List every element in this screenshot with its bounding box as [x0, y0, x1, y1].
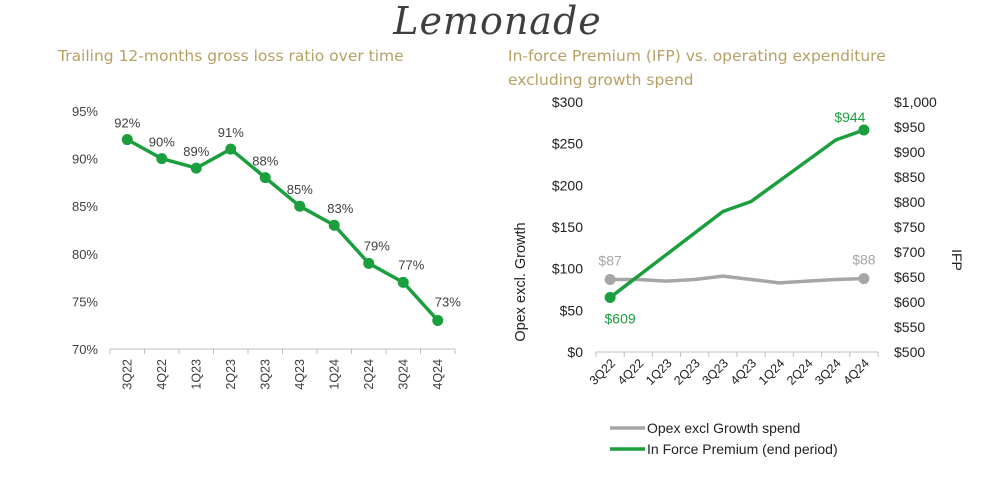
- loss-ratio-point: [190, 162, 202, 174]
- opex-line: [610, 274, 864, 285]
- loss-ratio-data-label: 85%: [287, 182, 313, 197]
- right-y-tick-label: $800: [894, 194, 925, 210]
- opex-data-label: $88: [852, 252, 876, 268]
- left-chart-title: Trailing 12-months gross loss ratio over…: [58, 47, 404, 65]
- x-tick-label: 2Q23: [224, 359, 238, 390]
- x-tick-label: 4Q24: [840, 356, 872, 388]
- left-y-tick-label: $200: [552, 177, 583, 193]
- loss-ratio-point: [294, 200, 306, 212]
- y-tick-label: 85%: [72, 199, 98, 214]
- y-tick-label: 75%: [72, 294, 98, 309]
- loss-ratio-chart: 95% 90% 85% 80% 75% 70% 3Q22 4Q22 1Q23 2Q23 3Q23 4Q…: [72, 104, 461, 390]
- x-tick-label: 1Q23: [643, 356, 675, 388]
- left-y-tick-label: $100: [552, 261, 583, 277]
- ifp-data-label: $944: [834, 109, 865, 125]
- loss-ratio-data-label: 90%: [149, 135, 175, 150]
- loss-ratio-point: [225, 143, 237, 155]
- x-tick-label: 3Q24: [396, 359, 410, 390]
- left-y-tick-label: $50: [560, 302, 584, 318]
- x-tick-label: 4Q23: [728, 356, 760, 388]
- y-tick-label: 70%: [72, 342, 98, 357]
- right-y-tick-label: $850: [894, 169, 925, 185]
- y-tick-label: 95%: [72, 104, 98, 119]
- x-tick-label: 3Q24: [812, 356, 844, 388]
- left-axis-title: Opex excl. Growth: [513, 222, 529, 341]
- left-y-tick-label: $150: [552, 219, 583, 235]
- loss-ratio-data-label: 77%: [398, 257, 424, 272]
- right-y-tick-label: $700: [894, 244, 925, 260]
- y-tick-label: 90%: [72, 152, 98, 167]
- x-tick-label: 3Q23: [258, 359, 272, 390]
- y-tick-label: 80%: [72, 247, 98, 262]
- loss-ratio-line: [126, 138, 440, 322]
- opex-data-label: $87: [598, 253, 622, 269]
- loss-ratio-point: [121, 134, 133, 146]
- brand-logo: Lemonade: [393, 0, 602, 43]
- loss-ratio-point: [397, 276, 409, 288]
- left-y-tick-label: $0: [567, 344, 583, 360]
- loss-ratio-data-label: 89%: [183, 144, 209, 159]
- right-y-tick-label: $900: [894, 144, 925, 160]
- loss-ratio-point: [363, 257, 375, 269]
- legend-ifp-label: In Force Premium (end period): [647, 441, 838, 457]
- ifp-point: [858, 124, 870, 136]
- loss-ratio-point: [156, 153, 168, 165]
- x-tick-label: 2Q23: [671, 356, 703, 388]
- x-tick-label: 3Q23: [699, 356, 731, 388]
- legend-opex-label: Opex excl Growth spend: [647, 420, 800, 436]
- x-tick-label: 1Q24: [756, 356, 788, 388]
- right-axis-title: IFP: [949, 249, 965, 271]
- x-tick-label: 2Q24: [362, 359, 376, 390]
- opex-point: [604, 274, 616, 285]
- right-chart-title: In-force Premium (IFP) vs. operating exp…: [508, 47, 886, 89]
- ifp-opex-chart: $300 $250 $200 $150 $100 $50 $0 $1,000 $950 $900 $…: [513, 94, 965, 457]
- loss-ratio-data-label: 83%: [327, 201, 353, 216]
- ifp-data-label: $609: [605, 311, 636, 327]
- x-tick-label: 4Q22: [615, 356, 647, 388]
- right-y-tick-label: $650: [894, 269, 925, 285]
- loss-ratio-data-label: 79%: [364, 238, 390, 253]
- x-tick-label: 2Q24: [784, 356, 816, 388]
- x-tick-label: 1Q24: [327, 359, 341, 390]
- opex-point: [858, 273, 870, 285]
- x-tick-label: 4Q24: [431, 359, 445, 390]
- loss-ratio-data-label: 92%: [114, 116, 140, 131]
- right-y-tick-label: $950: [894, 119, 925, 135]
- right-y-tick-label: $1,000: [894, 94, 937, 110]
- loss-ratio-point: [259, 172, 271, 184]
- right-y-tick-label: $600: [894, 294, 925, 310]
- x-tick-label: 4Q23: [293, 359, 307, 390]
- right-y-tick-label: $750: [894, 219, 925, 235]
- x-tick-label: 4Q22: [155, 359, 169, 390]
- loss-ratio-data-label: 91%: [218, 125, 244, 140]
- ifp-line: [609, 128, 865, 299]
- x-tick-label: 3Q22: [587, 356, 619, 388]
- loss-ratio-data-label: 88%: [252, 154, 278, 169]
- left-y-tick-label: $300: [552, 94, 583, 110]
- right-y-tick-label: $500: [894, 344, 925, 360]
- ifp-point: [604, 292, 616, 303]
- loss-ratio-data-label: 73%: [435, 294, 461, 309]
- right-y-tick-label: $550: [894, 319, 925, 335]
- x-tick-label: 1Q23: [189, 359, 203, 390]
- loss-ratio-point: [432, 314, 444, 326]
- loss-ratio-point: [328, 219, 340, 231]
- x-tick-label: 3Q22: [120, 359, 134, 390]
- left-y-tick-label: $250: [552, 136, 583, 152]
